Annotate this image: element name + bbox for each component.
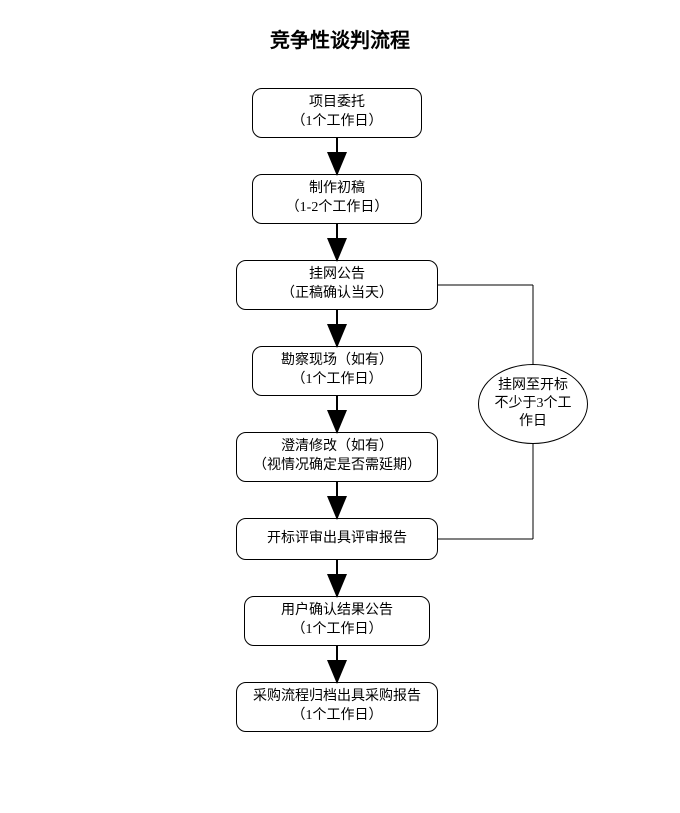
- flow-node: 制作初稿（1-2个工作日）: [252, 174, 422, 224]
- node-line2: （1个工作日）: [245, 621, 429, 640]
- flow-node: 澄清修改（如有）（视情况确定是否需延期）: [236, 432, 438, 482]
- side-note-line: 不少于3个工: [479, 395, 587, 413]
- flow-node: 开标评审出具评审报告: [236, 518, 438, 560]
- flow-node: 用户确认结果公告（1个工作日）: [244, 596, 430, 646]
- node-line1: 澄清修改（如有）: [237, 438, 437, 457]
- node-line2: （1个工作日）: [253, 113, 421, 132]
- node-line1: 项目委托: [253, 94, 421, 113]
- flow-node: 挂网公告（正稿确认当天）: [236, 260, 438, 310]
- node-line2: （1-2个工作日）: [253, 199, 421, 218]
- node-line1: 制作初稿: [253, 180, 421, 199]
- page-title: 竞争性谈判流程: [0, 24, 680, 53]
- node-line2: （视情况确定是否需延期）: [237, 457, 437, 476]
- node-line2: （1个工作日）: [253, 371, 421, 390]
- node-line1: 用户确认结果公告: [245, 602, 429, 621]
- side-note: 挂网至开标不少于3个工作日: [478, 364, 588, 444]
- node-line1: 挂网公告: [237, 266, 437, 285]
- node-line2: （正稿确认当天）: [237, 285, 437, 304]
- flow-node: 项目委托（1个工作日）: [252, 88, 422, 138]
- side-note-line: 挂网至开标: [479, 377, 587, 395]
- flow-node: 勘察现场（如有）（1个工作日）: [252, 346, 422, 396]
- side-note-line: 作日: [479, 413, 587, 431]
- node-line2: （1个工作日）: [237, 707, 437, 726]
- node-line1: 采购流程归档出具采购报告: [237, 688, 437, 707]
- node-line1: 开标评审出具评审报告: [237, 530, 437, 549]
- flow-node: 采购流程归档出具采购报告（1个工作日）: [236, 682, 438, 732]
- node-line1: 勘察现场（如有）: [253, 352, 421, 371]
